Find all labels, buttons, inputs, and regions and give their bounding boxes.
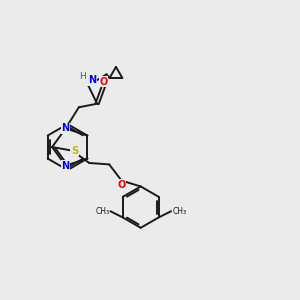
- Text: H: H: [80, 72, 86, 81]
- Text: N: N: [61, 160, 70, 171]
- Text: O: O: [118, 180, 126, 190]
- Text: N: N: [88, 75, 96, 85]
- Text: N: N: [61, 124, 70, 134]
- Text: CH₃: CH₃: [172, 207, 186, 216]
- Text: CH₃: CH₃: [95, 207, 109, 216]
- Text: S: S: [71, 146, 78, 156]
- Text: O: O: [100, 77, 108, 87]
